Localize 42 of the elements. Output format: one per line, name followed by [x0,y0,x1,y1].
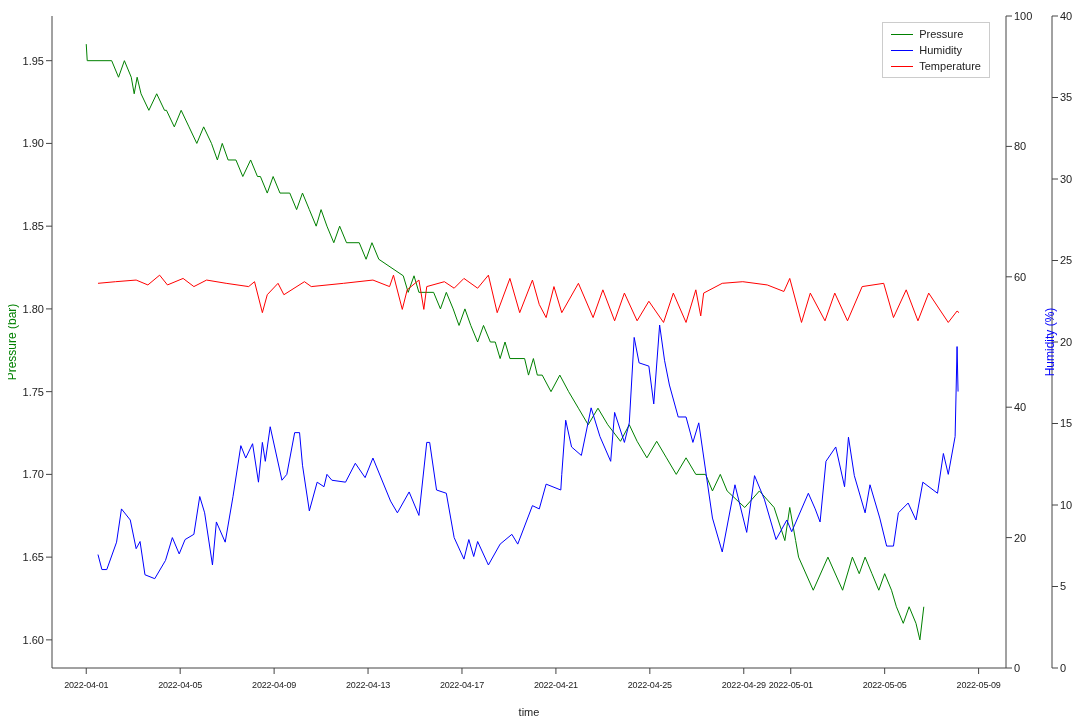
y2-axis-title: Humidity (%) [1043,307,1058,377]
x-tick-label: 2022-04-25 [627,680,673,690]
y3-tick-label: 35 [1060,91,1073,104]
y2-tick-label: 20 [1014,531,1027,544]
y3-tick-label: 30 [1060,172,1073,185]
y-tick-label: 1.95 [22,54,44,67]
y3-tick-label: 20 [1060,335,1073,348]
y3-tick-label: 40 [1060,9,1073,22]
legend-label: Temperature [919,59,981,74]
x-tick-label: 2022-05-09 [956,680,1001,690]
y-tick-label: 1.70 [22,468,44,481]
y2-tick-label: 0 [1014,661,1021,674]
y2-tick-label: 60 [1014,270,1027,283]
x-tick-label: 2022-04-09 [252,680,297,690]
x-tick-label: 2022-04-13 [346,680,391,690]
y2-tick-label: 80 [1014,140,1027,153]
legend-label: Pressure [919,27,964,42]
y-tick-label: 1.85 [22,220,44,233]
x-tick-label: 2022-04-21 [533,680,579,690]
y2-tick-label: 40 [1014,401,1027,414]
x-tick-label: 2022-04-29 [721,680,766,690]
y3-tick-label: 10 [1060,498,1073,511]
y3-tick-label: 5 [1060,580,1067,593]
x-tick-label: 2022-05-05 [862,680,907,690]
y-tick-label: 1.65 [22,551,44,564]
x-tick-label: 2022-04-17 [439,680,485,690]
y3-tick-label: 15 [1060,417,1073,430]
y-tick-label: 1.90 [22,137,44,150]
line-series [97,274,960,323]
y2-tick-label: 100 [1014,9,1033,22]
y-tick-label: 1.60 [22,633,44,646]
line-series [97,324,959,580]
x-tick-label: 2022-04-01 [64,680,109,690]
y-tick-label: 1.75 [22,385,44,398]
y3-tick-label: 0 [1060,661,1067,674]
y3-tick-label: 25 [1060,254,1073,267]
x-tick-label: 2022-04-05 [158,680,203,690]
legend-label: Humidity [919,43,963,58]
y-tick-label: 1.80 [22,302,44,315]
x-axis-title: time [518,706,540,718]
y-axis-title: Pressure (bar) [5,303,20,381]
x-tick-label: 2022-05-01 [768,680,813,690]
